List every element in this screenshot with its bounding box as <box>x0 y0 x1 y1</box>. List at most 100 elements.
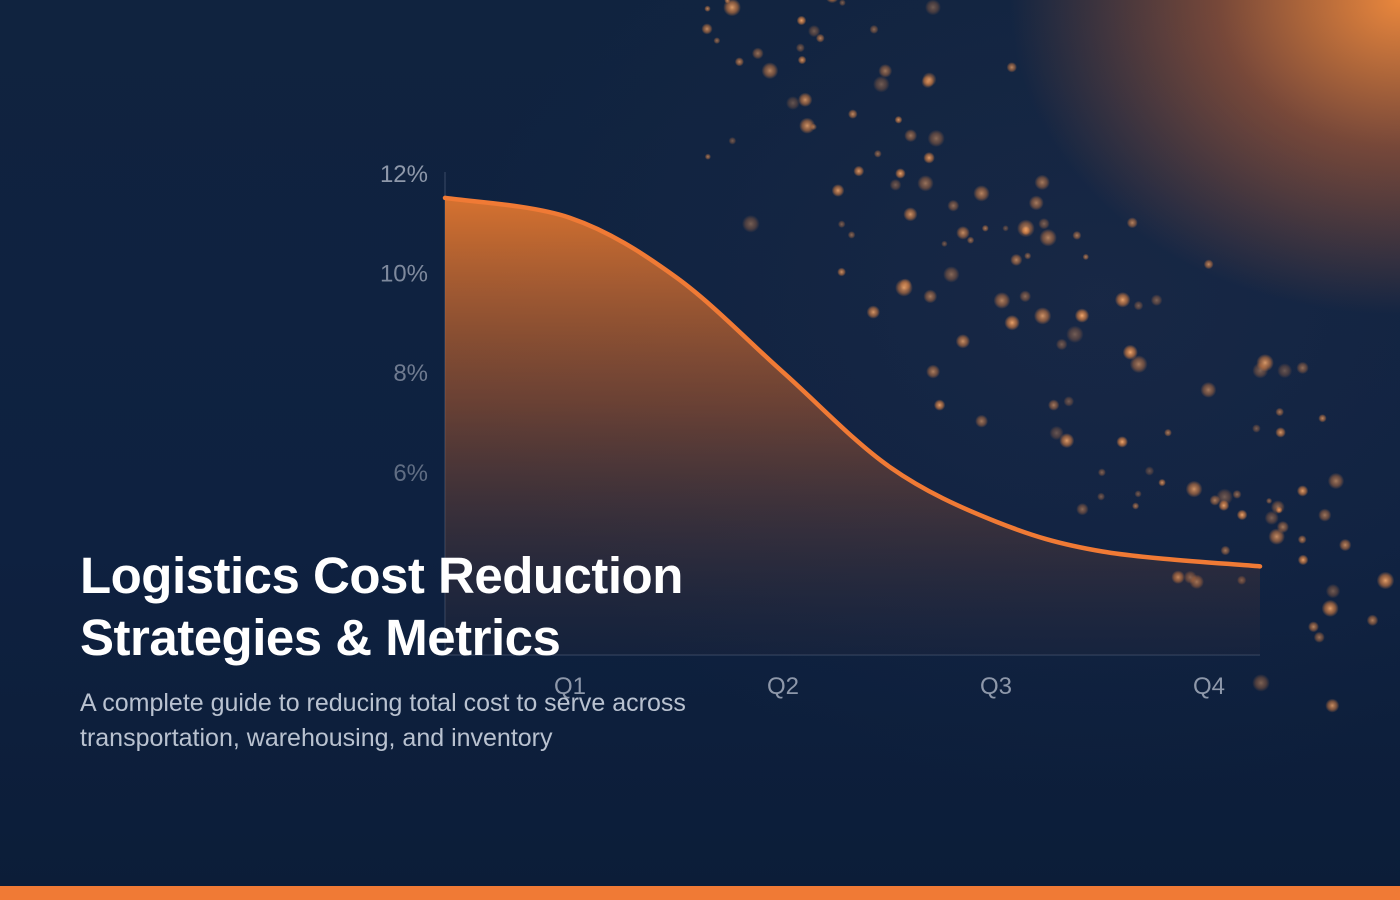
bokeh-dot <box>1296 485 1309 497</box>
page-title: Logistics Cost Reduction Strategies & Me… <box>80 545 683 669</box>
bokeh-dot <box>1132 502 1140 510</box>
bokeh-dot <box>815 33 825 43</box>
bokeh-dot <box>1297 554 1309 566</box>
bokeh-particles <box>701 0 1395 713</box>
bokeh-dot <box>922 72 937 87</box>
cost-area-fill <box>445 197 1260 655</box>
bokeh-dot <box>917 175 934 192</box>
bokeh-dot <box>839 0 846 7</box>
y-tick-label: 6% <box>393 460 428 487</box>
bokeh-dot <box>1325 583 1341 599</box>
bokeh-dot <box>728 137 737 145</box>
bokeh-dot <box>894 115 903 124</box>
bokeh-dot <box>1049 425 1064 441</box>
x-tick-label: Q4 <box>1193 673 1225 700</box>
bokeh-dot <box>866 305 880 319</box>
bokeh-dot <box>1276 520 1289 534</box>
bokeh-dot <box>1366 614 1379 627</box>
bokeh-dot <box>704 5 711 12</box>
bokeh-dot <box>1266 497 1273 504</box>
bokeh-dot <box>1275 427 1286 438</box>
accent-bottom-bar <box>0 886 1400 900</box>
bokeh-dot <box>966 236 975 244</box>
bokeh-dot <box>955 334 971 349</box>
page-subtitle: A complete guide to reducing total cost … <box>80 686 800 756</box>
y-tick-label: 8% <box>393 360 428 387</box>
bokeh-dot <box>797 55 807 65</box>
bokeh-dot <box>704 153 712 160</box>
bokeh-dot <box>1264 510 1279 525</box>
bokeh-dot <box>1134 490 1142 498</box>
x-tick-label: Q3 <box>980 673 1012 700</box>
bokeh-dot <box>1313 631 1325 643</box>
y-tick-label: 10% <box>380 261 428 288</box>
bokeh-dot <box>798 92 813 108</box>
x-tick-label: Q2 <box>767 673 799 700</box>
bokeh-dot <box>1076 503 1089 516</box>
bokeh-dot <box>1028 195 1044 211</box>
bokeh-dot <box>1318 414 1327 423</box>
bokeh-dot <box>1048 399 1060 411</box>
title-line-2: Strategies & Metrics <box>80 609 561 666</box>
bokeh-dot <box>1325 698 1340 713</box>
bokeh-dot <box>926 364 941 379</box>
y-tick-label: 12% <box>380 161 428 188</box>
bokeh-dot <box>853 165 865 177</box>
x-tick-label: Q1 <box>554 673 586 700</box>
bokeh-dot <box>799 117 816 134</box>
bokeh-dot <box>796 15 807 26</box>
bokeh-dot <box>751 47 764 60</box>
bokeh-dot <box>1277 363 1293 379</box>
bokeh-dot <box>831 184 845 197</box>
bokeh-dot <box>1216 488 1233 506</box>
bokeh-dot <box>1321 599 1339 618</box>
bokeh-dot <box>1256 354 1274 372</box>
bokeh-dot <box>848 109 858 119</box>
bokeh-dot <box>734 57 745 67</box>
bokeh-dot <box>1236 509 1248 521</box>
bokeh-dot <box>1072 230 1082 240</box>
bokeh-dot <box>923 152 935 164</box>
bokeh-dot <box>925 0 941 16</box>
bokeh-dot <box>1209 494 1221 506</box>
bokeh-dot <box>713 37 721 44</box>
bokeh-dot <box>1339 538 1352 552</box>
bokeh-dot <box>1133 300 1144 311</box>
bokeh-dot <box>993 292 1011 309</box>
bokeh-dot <box>1327 472 1345 490</box>
bokeh-dot <box>956 226 970 240</box>
bokeh-dot <box>975 414 989 428</box>
bokeh-dot <box>1019 290 1032 303</box>
bokeh-dot <box>869 24 879 34</box>
bokeh-dot <box>1074 308 1090 323</box>
bokeh-dot <box>1039 228 1057 247</box>
bokeh-dot <box>1002 225 1009 232</box>
bokeh-dot <box>1158 478 1166 487</box>
bokeh-dot <box>1318 508 1332 522</box>
bokeh-dot <box>895 168 906 179</box>
bokeh-dot <box>723 0 741 17</box>
bokeh-dot <box>786 96 800 110</box>
bokeh-dot <box>1063 396 1075 407</box>
bokeh-dot <box>1129 355 1148 374</box>
bokeh-dot <box>1275 407 1284 417</box>
bokeh-dot <box>933 399 946 411</box>
bokeh-dot <box>826 0 839 4</box>
bokeh-dot <box>1185 480 1203 498</box>
bokeh-dot <box>1308 621 1319 633</box>
bokeh-dot <box>1017 219 1035 238</box>
bokeh-dot <box>1126 217 1138 229</box>
bokeh-dot <box>761 62 779 80</box>
bokeh-dot <box>724 0 731 4</box>
bokeh-dot <box>895 278 913 297</box>
bokeh-dot <box>1082 253 1090 261</box>
bokeh-dot <box>1164 428 1172 437</box>
bokeh-dot <box>1275 506 1283 514</box>
subtitle-line-1: A complete guide to reducing total cost … <box>80 689 686 717</box>
bokeh-dot <box>1296 361 1309 375</box>
bokeh-dot <box>847 231 856 239</box>
title-line-1: Logistics Cost Reduction <box>80 547 683 604</box>
bokeh-dot <box>1252 674 1270 692</box>
